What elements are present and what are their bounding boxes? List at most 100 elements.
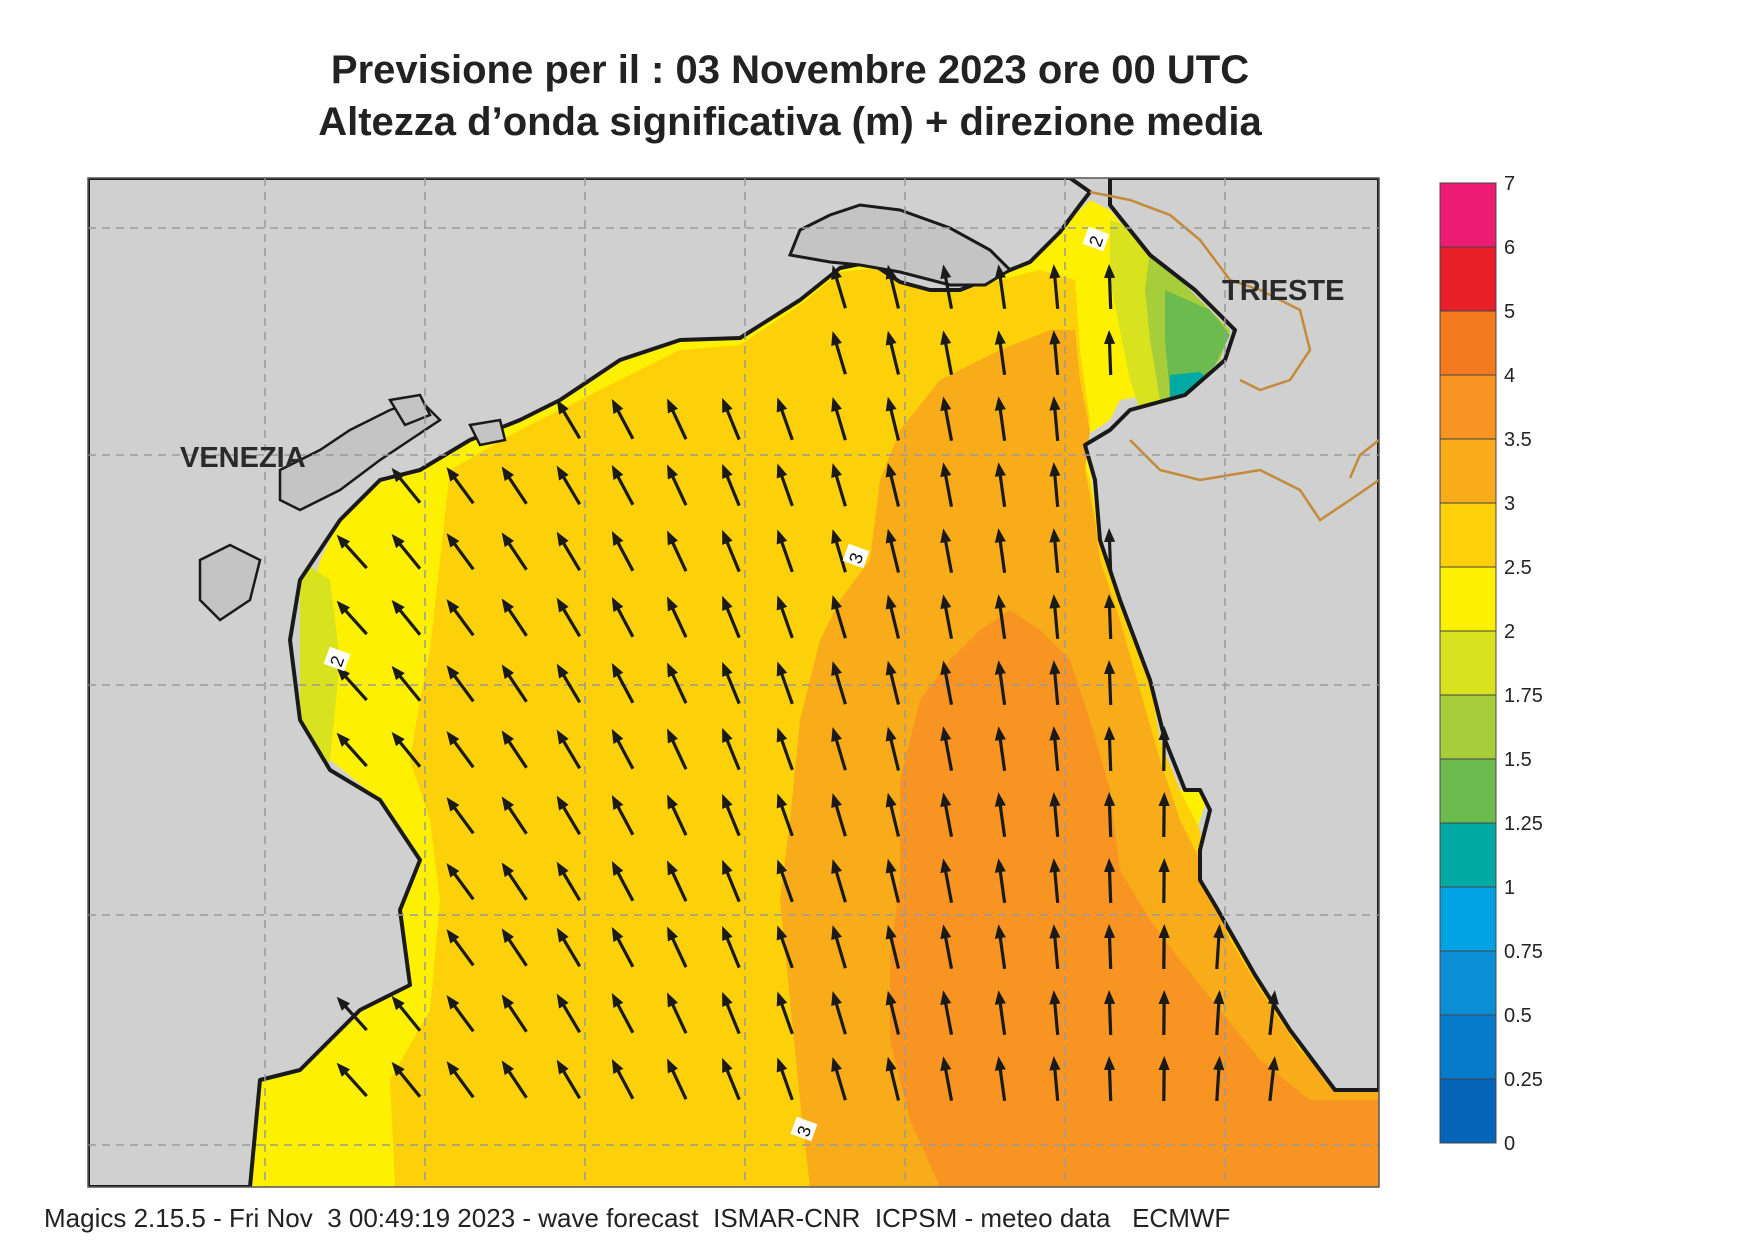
north-lagoon: [787, 203, 1013, 287]
direction-arrow: [391, 665, 422, 702]
legend-swatch: [1439, 758, 1497, 824]
direction-arrow: [1213, 924, 1225, 970]
direction-arrow: [556, 927, 582, 968]
direction-arrow: [611, 861, 635, 902]
direction-arrow: [336, 732, 368, 768]
direction-arrow: [1267, 990, 1279, 1036]
direction-arrow: [776, 1057, 794, 1101]
direction-arrow: [1213, 1056, 1225, 1102]
direction-arrow: [501, 598, 528, 637]
country-border-3: [1348, 439, 1379, 479]
legend-label: 7: [1504, 173, 1515, 195]
direction-arrow: [722, 727, 741, 771]
direction-arrow: [776, 463, 794, 507]
contour-band-3-5: [890, 610, 1379, 1187]
direction-arrow: [336, 1062, 368, 1098]
legend-label: 6: [1504, 237, 1515, 259]
direction-arrow: [940, 726, 954, 771]
direction-arrow: [831, 595, 847, 639]
legend-label: 1.25: [1504, 813, 1543, 835]
direction-arrow: [776, 397, 794, 441]
legend-label: 0.75: [1504, 941, 1543, 963]
direction-arrow: [722, 397, 741, 441]
direction-arrow: [885, 1056, 901, 1101]
direction-arrow: [722, 925, 741, 969]
direction-arrow: [1103, 1056, 1116, 1102]
direction-arrow: [391, 533, 422, 570]
direction-arrow: [722, 1057, 741, 1101]
direction-arrow: [501, 862, 528, 901]
direction-arrow: [391, 467, 422, 504]
direction-arrow: [446, 467, 475, 505]
direction-arrow: [776, 859, 794, 903]
legend-label: 2.5: [1504, 557, 1532, 579]
direction-arrow: [667, 596, 688, 638]
direction-arrow: [1103, 726, 1116, 772]
legend-swatch: [1439, 630, 1497, 696]
direction-arrow: [831, 529, 847, 573]
direction-arrow: [611, 927, 635, 968]
direction-arrow: [776, 793, 794, 837]
direction-arrow: [831, 265, 847, 309]
direction-arrow: [994, 924, 1007, 970]
legend-swatch: [1439, 310, 1497, 376]
direction-arrow: [885, 264, 901, 309]
direction-arrow: [446, 665, 475, 703]
legend-swatch: [1439, 886, 1497, 952]
direction-arrow: [885, 990, 901, 1035]
direction-arrow: [940, 594, 954, 639]
color-legend: 7 6 5 4 3.5 3 2.5 2 1.75 1.5 1.25 1 0.75 0.5 0.25 0: [1439, 173, 1543, 1155]
direction-arrow: [885, 594, 901, 639]
legend-label: 1.75: [1504, 685, 1543, 707]
direction-arrow: [831, 925, 847, 969]
city-label-trieste: TRIESTE: [1222, 275, 1344, 307]
direction-arrow: [1049, 924, 1061, 970]
direction-arrow: [776, 991, 794, 1035]
direction-arrow: [885, 792, 901, 837]
direction-arrow: [501, 928, 528, 967]
direction-arrow: [885, 528, 901, 573]
direction-arrow: [940, 858, 954, 903]
legend-swatch: [1439, 438, 1497, 504]
direction-arrow: [1103, 660, 1116, 706]
map-title: Previsione per il : 03 Novembre 2023 ore…: [330, 48, 1250, 92]
direction-arrow: [1049, 330, 1061, 376]
direction-arrow: [667, 860, 688, 902]
direction-arrow: [994, 660, 1007, 706]
direction-arrow: [994, 528, 1007, 574]
direction-arrow: [940, 330, 954, 375]
direction-arrow: [446, 533, 475, 571]
direction-arrow: [1103, 264, 1116, 310]
direction-arrow: [667, 464, 688, 506]
direction-arrow: [722, 793, 741, 837]
direction-arrow: [831, 661, 847, 705]
direction-arrow: [994, 726, 1007, 772]
direction-arrow: [831, 859, 847, 903]
direction-arrow: [336, 600, 368, 636]
direction-arrow: [501, 1060, 528, 1099]
direction-arrow: [831, 727, 847, 771]
direction-arrow: [994, 858, 1007, 904]
direction-arrow: [611, 729, 635, 770]
legend-label: 2: [1504, 621, 1515, 643]
direction-arrow: [1049, 462, 1061, 508]
direction-arrow: [831, 991, 847, 1035]
direction-arrow: [1103, 924, 1116, 970]
direction-arrow: [446, 863, 475, 901]
direction-arrow: [446, 1061, 475, 1099]
direction-arrow: [336, 996, 368, 1032]
contour-labels: 2 2 3 3: [323, 226, 1110, 1142]
legend-swatch: [1439, 566, 1497, 632]
direction-arrow: [1267, 1056, 1279, 1102]
contour-band-1-25: [1165, 290, 1230, 395]
legend-label: 4: [1504, 365, 1515, 387]
direction-arrow: [501, 466, 528, 505]
legend-swatch: [1439, 950, 1497, 1016]
country-border: [1089, 190, 1312, 392]
direction-arrow: [556, 597, 582, 638]
direction-arrow: [994, 330, 1007, 376]
direction-arrow: [831, 331, 847, 375]
direction-arrow: [722, 859, 741, 903]
direction-arrow: [611, 1059, 635, 1100]
